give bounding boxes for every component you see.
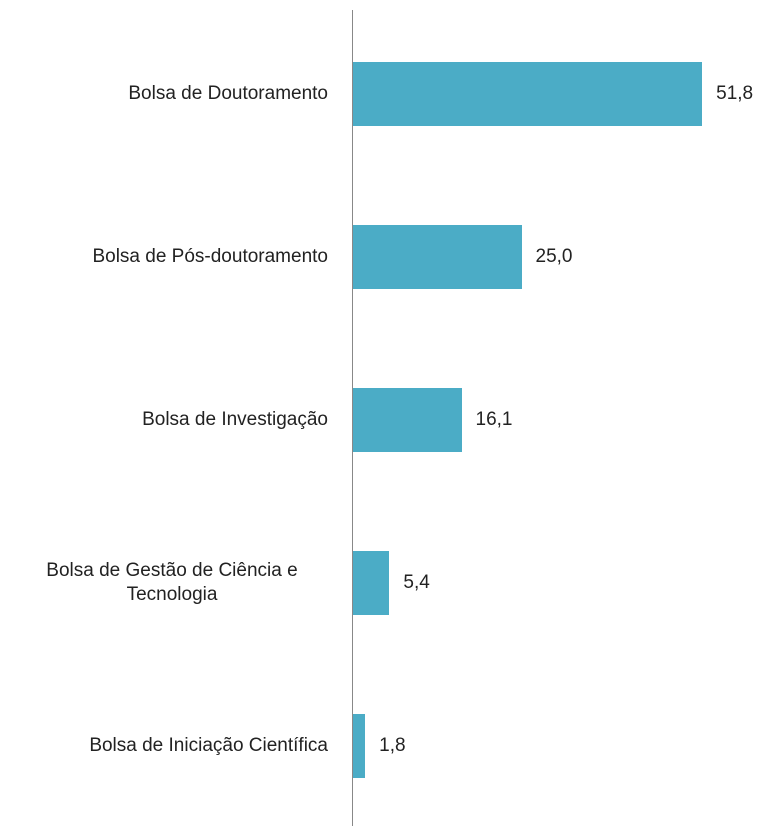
value-label: 5,4 [403,572,430,593]
category-label: Bolsa de Gestão de Ciência e Tecnologia [46,560,298,605]
value-label: 16,1 [475,409,513,430]
category-label: Bolsa de Investigação [142,409,328,430]
value-label: 25,0 [535,246,573,267]
value-label: 51,8 [716,83,754,104]
value-label: 1,8 [379,735,406,756]
bar [353,714,366,778]
bar [353,62,703,126]
bar [353,388,462,452]
bar [353,551,390,615]
bar [353,225,522,289]
category-label: Bolsa de Pós-doutoramento [92,246,328,267]
axis-line [352,10,353,826]
category-label: Bolsa de Iniciação Científica [89,735,328,756]
category-label: Bolsa de Doutoramento [128,83,328,104]
